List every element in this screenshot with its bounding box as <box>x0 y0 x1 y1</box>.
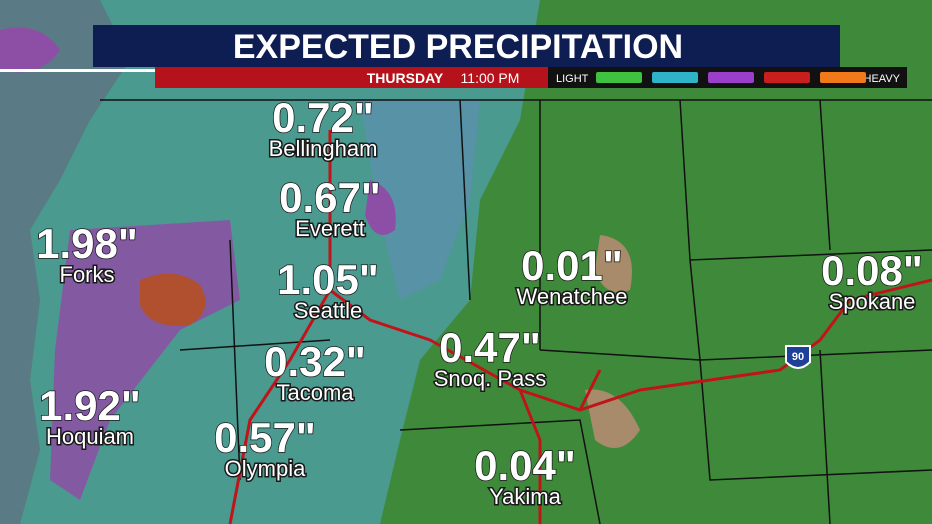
city-name: Forks <box>60 262 115 287</box>
rain-area <box>360 100 480 300</box>
city-name: Bellingham <box>269 136 378 161</box>
dry-area <box>595 235 632 293</box>
amount: 0.32" <box>264 338 366 385</box>
title-bar <box>93 25 840 67</box>
shield <box>785 345 811 369</box>
rain-area <box>0 27 60 73</box>
time: 11:00 PM <box>461 70 520 86</box>
amount: 1.98" <box>36 220 138 267</box>
legend-swatch <box>652 72 698 83</box>
city-name: Seattle <box>294 298 363 323</box>
ocean <box>0 230 40 524</box>
city-name: Hoquiam <box>46 424 134 449</box>
borders <box>100 99 932 524</box>
city-name: Olympia <box>225 456 306 481</box>
legend-swatch <box>764 72 810 83</box>
amount: 0.67" <box>279 174 381 221</box>
location-labels: 0.72"Bellingham 0.67"Everett 1.05"Seattle 0… <box>35 93 923 510</box>
amount: 0.72" <box>272 94 374 141</box>
amount: 0.57" <box>214 414 316 461</box>
legend-high: HEAVY <box>864 73 901 85</box>
amount: 1.05" <box>277 256 379 303</box>
interstate-shield: 90 <box>785 345 811 369</box>
legend-low: LIGHT <box>556 73 589 85</box>
city-name: Wenatchee <box>517 284 628 309</box>
city-name: Snoq. Pass <box>434 366 547 391</box>
day: THURSDAY <box>367 70 444 86</box>
highway-number: 90 <box>792 351 804 363</box>
legend-swatches <box>596 72 866 83</box>
legend-swatch <box>820 72 866 83</box>
amount: 0.04" <box>474 442 576 489</box>
city-name: Spokane <box>829 289 916 314</box>
legend-swatch <box>708 72 754 83</box>
title: EXPECTED PRECIPITATION <box>233 28 683 66</box>
city-name: Yakima <box>489 484 561 509</box>
city-name: Tacoma <box>276 380 354 405</box>
amount: 0.01" <box>521 242 623 289</box>
amount: 0.47" <box>439 324 541 371</box>
legend-swatch <box>596 72 642 83</box>
amount: 0.08" <box>821 247 923 294</box>
rain-area <box>140 273 206 326</box>
city-name: Everett <box>295 216 365 241</box>
highways <box>228 130 932 524</box>
amount: 1.92" <box>39 382 141 429</box>
rain-area <box>365 180 396 235</box>
rule <box>0 69 155 72</box>
